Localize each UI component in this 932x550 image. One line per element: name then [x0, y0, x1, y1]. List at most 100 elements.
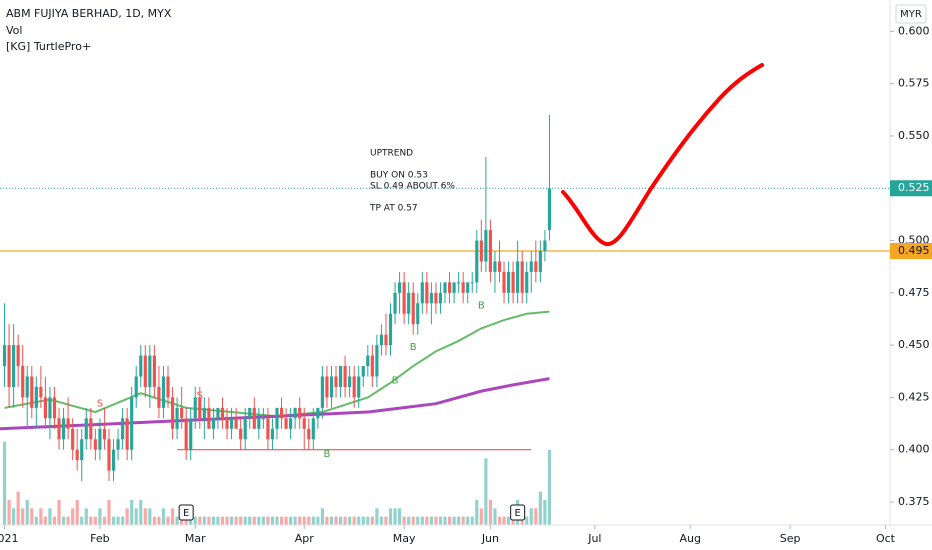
candle-body [416, 303, 420, 325]
y-tick-label: 0.425 [898, 390, 930, 403]
volume-bar [384, 516, 388, 525]
currency: MYR [900, 9, 922, 20]
price-badge-label: 0.525 [898, 181, 930, 194]
signal-label: B [410, 342, 417, 353]
volume-bar [12, 508, 16, 525]
volume-bar [93, 516, 97, 525]
candle-body [75, 449, 79, 461]
candle-body [266, 418, 270, 440]
volume-bar [193, 516, 197, 525]
volume-bar [502, 516, 506, 525]
price-badge-label: 0.495 [898, 244, 930, 257]
candle-body [52, 397, 57, 419]
candle-body [125, 418, 129, 450]
volume-bar [157, 516, 161, 525]
volume-bar [139, 500, 143, 525]
volume-bar [107, 500, 111, 525]
y-tick-label: 0.575 [898, 77, 930, 90]
signal-label: S [97, 399, 103, 410]
candle-body [16, 345, 20, 367]
candle-body [2, 345, 7, 367]
currency-box[interactable] [895, 4, 927, 24]
volume-bar [30, 508, 34, 525]
candle-body [375, 345, 379, 377]
candle-body [143, 355, 147, 387]
candle-body [80, 439, 84, 461]
annotation: BUY ON 0.53 [370, 171, 428, 181]
candle-body [320, 376, 324, 408]
candle-body [57, 418, 61, 440]
volume-bar [2, 441, 7, 525]
candle-body [525, 271, 529, 293]
candle-body [393, 292, 397, 314]
candle-body [311, 418, 315, 440]
volume-bar [211, 516, 216, 525]
x-tick-label: Sep [780, 532, 801, 545]
candle-body [334, 376, 338, 387]
volume-bar [352, 516, 356, 525]
volume-bar [438, 516, 443, 525]
candle-body [61, 418, 66, 440]
y-tick-label: 0.475 [898, 286, 930, 299]
candle-body [98, 428, 102, 450]
candle-body [325, 376, 329, 398]
volume-bar [275, 516, 279, 525]
signal-label: S [197, 390, 203, 401]
volume-bar [84, 508, 88, 525]
candle-body [175, 407, 179, 429]
candle-body [475, 240, 479, 283]
volume-bar [257, 516, 261, 525]
volume-bar [152, 516, 156, 525]
volume-bar [343, 516, 347, 525]
volume-bar [39, 508, 43, 525]
candle-body [220, 407, 225, 419]
volume-bar [443, 516, 447, 525]
volume-bar [334, 516, 338, 525]
volume-bar [338, 516, 343, 525]
x-tick-label: Jun [481, 532, 499, 545]
hand-drawing [561, 63, 764, 247]
candle-body [130, 397, 134, 450]
candle-body [66, 418, 70, 429]
volume-bar [248, 516, 252, 525]
volume-bar [447, 516, 452, 525]
volume-bar [43, 516, 47, 525]
event-label: E [514, 508, 520, 519]
volume-bar [379, 516, 384, 525]
candle-body [307, 428, 311, 440]
signal-label: B [478, 300, 485, 311]
candle-body [116, 439, 120, 450]
y-tick-label: 0.600 [898, 24, 930, 37]
candle-body [338, 366, 343, 387]
annotation: UPTREND [370, 149, 413, 159]
volume-bar [239, 516, 243, 525]
candle-body [506, 271, 511, 293]
candle-body [502, 271, 506, 293]
x-tick-label: Mar [185, 532, 206, 545]
candle-body [425, 282, 429, 304]
candle-body [488, 230, 492, 272]
volume-bar [243, 516, 247, 525]
volume-bar [388, 508, 393, 525]
x-tick-label: May [393, 532, 416, 545]
candle-body [361, 366, 365, 377]
candle-body [438, 292, 443, 304]
volume-bar [234, 516, 238, 525]
volume-bar [325, 516, 329, 525]
volume-bar [461, 516, 465, 525]
signal-label: B [324, 449, 331, 460]
ma-line [4, 310, 550, 418]
candle-body [261, 418, 265, 420]
price-badge [890, 180, 932, 197]
volume-bar [279, 516, 284, 525]
candle-body [239, 428, 243, 440]
volume-bar [116, 516, 120, 525]
volume-bar [529, 508, 533, 525]
candle-body [211, 418, 216, 429]
volume-bar [270, 516, 275, 525]
volume-bar [293, 516, 297, 525]
candle-body [497, 261, 502, 272]
volume-bar [493, 508, 497, 525]
candle-body [529, 261, 533, 272]
